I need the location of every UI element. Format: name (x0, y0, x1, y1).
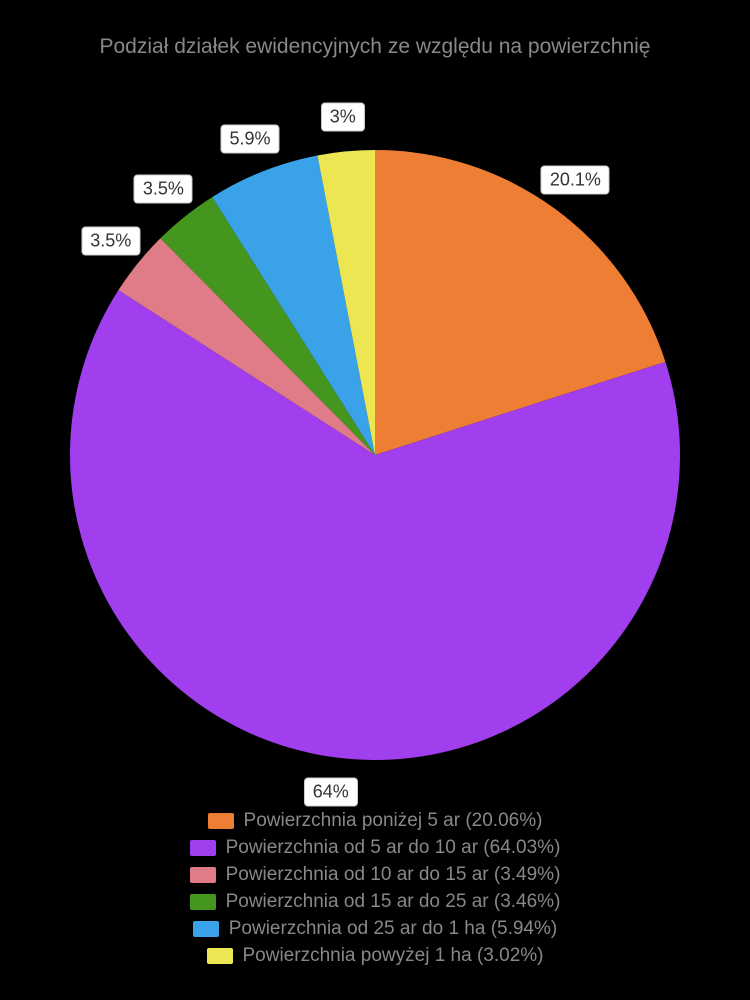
legend-swatch (193, 921, 219, 937)
legend-label: Powierzchnia od 10 ar do 15 ar (3.49%) (226, 864, 561, 886)
legend-item: Powierzchnia od 25 ar do 1 ha (5.94%) (193, 918, 557, 940)
legend-swatch (190, 840, 216, 856)
legend-item: Powierzchnia od 5 ar do 10 ar (64.03%) (190, 837, 561, 859)
slice-label: 3.5% (81, 227, 140, 256)
legend-item: Powierzchnia od 10 ar do 15 ar (3.49%) (190, 864, 561, 886)
legend-swatch (190, 867, 216, 883)
legend-swatch (208, 813, 234, 829)
legend-label: Powierzchnia powyżej 1 ha (3.02%) (243, 945, 544, 967)
legend-item: Powierzchnia powyżej 1 ha (3.02%) (207, 945, 544, 967)
slice-label: 5.9% (221, 124, 280, 153)
slice-label: 3% (321, 102, 365, 131)
legend-item: Powierzchnia poniżej 5 ar (20.06%) (208, 810, 543, 832)
legend-swatch (207, 948, 233, 964)
chart-title: Podział działek ewidencyjnych ze względu… (0, 35, 750, 59)
pie-svg (50, 130, 700, 780)
chart-container: Podział działek ewidencyjnych ze względu… (0, 0, 750, 1000)
slice-label: 64% (304, 778, 358, 807)
legend-label: Powierzchnia od 15 ar do 25 ar (3.46%) (226, 891, 561, 913)
legend-item: Powierzchnia od 15 ar do 25 ar (3.46%) (190, 891, 561, 913)
slice-label: 3.5% (134, 174, 193, 203)
pie-chart: 20.1%64%3.5%3.5%5.9%3% (50, 130, 700, 780)
legend-label: Powierzchnia poniżej 5 ar (20.06%) (244, 810, 543, 832)
legend-label: Powierzchnia od 25 ar do 1 ha (5.94%) (229, 918, 557, 940)
legend-swatch (190, 894, 216, 910)
legend-label: Powierzchnia od 5 ar do 10 ar (64.03%) (226, 837, 561, 859)
slice-label: 20.1% (541, 166, 610, 195)
legend: Powierzchnia poniżej 5 ar (20.06%) Powier… (0, 810, 750, 967)
